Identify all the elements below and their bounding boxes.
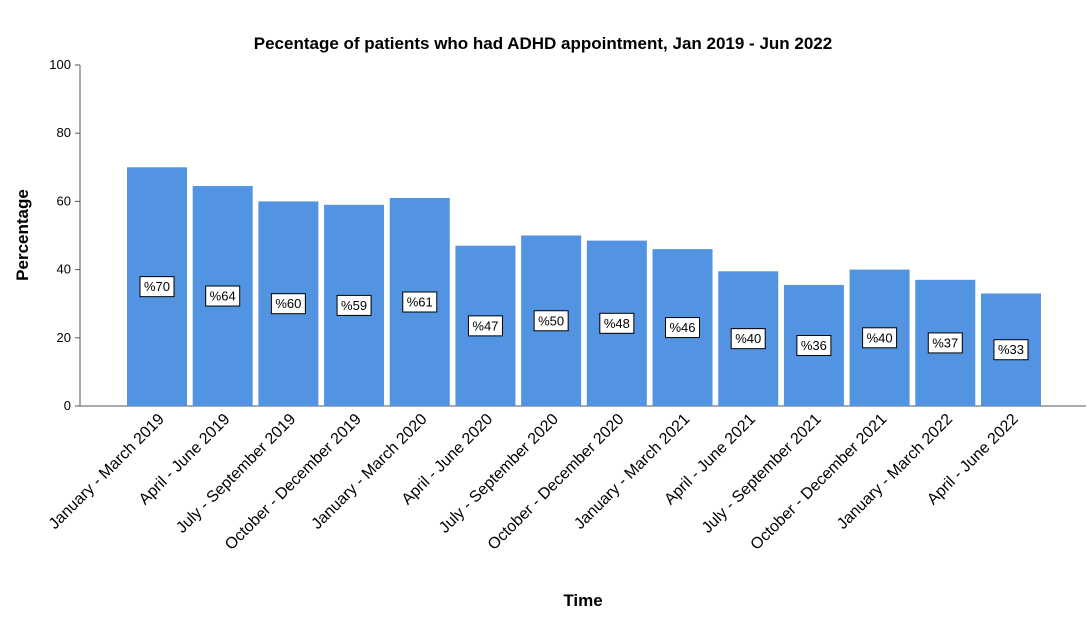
- category-label: July - September 2020: [436, 411, 562, 537]
- data-label: %61: [407, 294, 433, 309]
- data-label-box: [730, 328, 766, 350]
- data-label: %64: [210, 289, 236, 304]
- chart-title: Pecentage of patients who had ADHD appoi…: [254, 34, 832, 53]
- y-tick-label: 40: [57, 262, 71, 277]
- data-label-box: [139, 276, 175, 298]
- category-label: January - March 2020: [309, 411, 431, 533]
- data-label: %47: [472, 318, 498, 333]
- y-tick-label: 0: [64, 398, 71, 413]
- data-label-box: [467, 315, 503, 337]
- data-label-box: [533, 310, 569, 332]
- category-label: January - March 2019: [46, 411, 168, 533]
- data-label: %36: [801, 338, 827, 353]
- data-label: %37: [932, 335, 958, 350]
- category-label: July - September 2021: [699, 411, 825, 537]
- y-tick-label: 20: [57, 330, 71, 345]
- y-tick-label: 60: [57, 193, 71, 208]
- category-label: January - March 2022: [834, 411, 956, 533]
- data-label-box: [205, 285, 241, 307]
- data-label: %59: [341, 298, 367, 313]
- y-tick-label: 80: [57, 125, 71, 140]
- data-label-box: [402, 291, 438, 313]
- data-label: %48: [604, 316, 630, 331]
- category-label: October - December 2021: [748, 411, 891, 554]
- data-label: %60: [275, 296, 301, 311]
- data-label-box: [270, 293, 306, 315]
- data-label-box: [796, 334, 832, 356]
- category-label: October - December 2020: [485, 411, 628, 554]
- y-tick-label: 100: [49, 57, 71, 72]
- data-label: %40: [867, 330, 893, 345]
- data-label: %40: [735, 331, 761, 346]
- data-label-box: [927, 332, 963, 354]
- data-label-box: [665, 317, 701, 339]
- category-label: October - December 2019: [222, 411, 365, 554]
- data-label-box: [993, 339, 1029, 361]
- category-label: July - September 2019: [173, 411, 299, 537]
- category-label: January - March 2021: [571, 411, 693, 533]
- data-label: %46: [670, 320, 696, 335]
- y-axis-title: Percentage: [13, 189, 32, 281]
- data-label-box: [336, 294, 372, 316]
- data-label-box: [862, 327, 898, 349]
- data-label: %70: [144, 279, 170, 294]
- data-label: %50: [538, 313, 564, 328]
- data-label-box: [599, 312, 635, 334]
- data-label: %33: [998, 342, 1024, 357]
- x-axis-title: Time: [563, 591, 602, 610]
